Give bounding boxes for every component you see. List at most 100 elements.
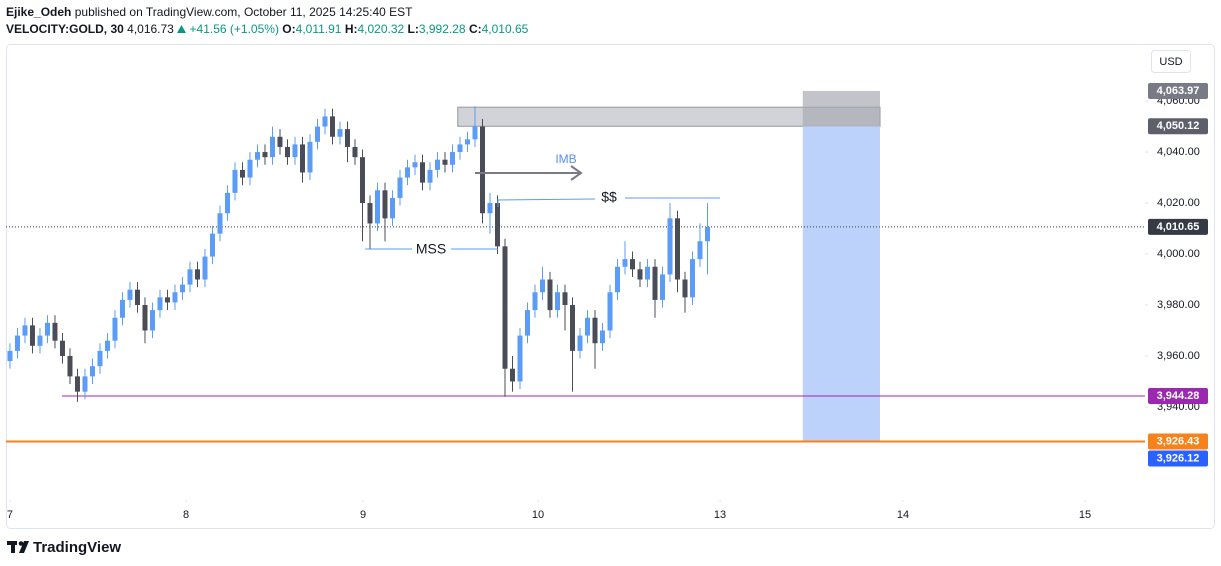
price-label: 3,926.43	[1157, 435, 1200, 447]
candle-body	[254, 152, 260, 160]
candle-body	[224, 192, 230, 214]
chart-frame	[6, 44, 1215, 529]
brand: TradingView	[7, 539, 121, 556]
candle-body	[479, 126, 485, 214]
candle-body	[194, 269, 200, 280]
candle-body	[14, 335, 20, 351]
author: Ejike_Odeh	[6, 5, 72, 19]
close-value: 4,010.65	[481, 22, 529, 36]
candle-body	[164, 297, 170, 303]
candle-body	[487, 203, 493, 214]
candle-body	[314, 126, 320, 142]
candle-body	[299, 144, 305, 173]
candle-body	[705, 226, 711, 242]
candle-body	[179, 284, 185, 293]
candle-body	[389, 197, 395, 219]
candle-body	[337, 129, 343, 137]
candle-body	[329, 116, 335, 137]
imb-arrow-head	[570, 165, 583, 181]
candle-body	[239, 169, 245, 178]
candle-body	[607, 292, 613, 331]
candle-body	[652, 266, 658, 300]
liquidity-line	[497, 198, 596, 207]
high-label: H:	[344, 22, 358, 36]
liquidity-label: $$	[601, 189, 617, 205]
candle-body	[682, 279, 688, 298]
candle-body	[217, 213, 223, 234]
up-arrow	[177, 25, 187, 33]
price-label: 4,063.97	[1157, 85, 1200, 97]
x-tick-label: 13	[714, 509, 726, 521]
candle-body	[517, 335, 523, 382]
candle-body	[660, 274, 666, 300]
candle-body	[262, 152, 268, 158]
candle-body	[359, 157, 365, 204]
candle-body	[434, 159, 440, 170]
candle-body	[82, 376, 88, 392]
candle-body	[209, 233, 215, 257]
price-label-box	[1148, 433, 1208, 450]
candle-body	[577, 335, 583, 351]
candle-body	[149, 310, 155, 331]
currency-box	[1151, 50, 1191, 73]
candle-body	[247, 159, 253, 178]
candle-body	[37, 335, 43, 346]
price-label: 4,050.12	[1157, 120, 1200, 132]
price-label: 4,010.65	[1157, 221, 1200, 233]
candle-body	[119, 299, 125, 318]
candle-body	[637, 269, 643, 280]
candle-body	[322, 116, 328, 127]
candle-body	[675, 218, 681, 280]
axes: 3,940.003,960.003,980.004,000.004,020.00…	[7, 95, 1200, 521]
candle-body	[427, 169, 433, 183]
candle-body	[397, 177, 403, 198]
candle-body	[157, 297, 163, 311]
candle-body	[630, 259, 636, 270]
x-tick-label: 8	[183, 509, 189, 521]
candle-body	[59, 340, 65, 356]
y-tick-label: 4,040.00	[1157, 146, 1200, 158]
candle-body	[412, 162, 418, 168]
candle-body	[112, 317, 118, 341]
candle-body	[554, 292, 560, 311]
candle-body	[667, 218, 673, 275]
candle-body	[67, 355, 73, 377]
candle-body	[562, 292, 568, 305]
drawings: IMB $$ MSS	[365, 152, 720, 257]
candle-body	[89, 366, 95, 377]
close-label: C:	[468, 22, 482, 36]
candle-body	[187, 269, 193, 285]
candle-body	[547, 279, 553, 311]
price-label: 3,944.28	[1157, 390, 1200, 402]
candle-body	[7, 350, 13, 362]
candle-body	[449, 152, 455, 165]
candle-body	[344, 129, 350, 147]
header: Ejike_Odeh published on TradingView.com,…	[6, 4, 528, 38]
x-tick-label: 15	[1079, 509, 1091, 521]
x-tick-label: 10	[532, 509, 544, 521]
low-label: L:	[407, 22, 419, 36]
candle-body	[442, 159, 448, 165]
candle-body	[127, 289, 133, 300]
candle-body	[622, 259, 628, 267]
last-price: 4,016.73	[127, 22, 174, 36]
candle-body	[382, 190, 388, 219]
y-tick-label: 3,960.00	[1157, 350, 1200, 362]
candle-body	[284, 146, 290, 158]
candle-body	[532, 292, 538, 311]
price-label-box	[1148, 450, 1208, 467]
candle-body	[419, 162, 425, 183]
zones	[457, 90, 881, 442]
candles	[7, 106, 711, 402]
candle-body	[524, 310, 530, 336]
change: +41.56 (+1.05%)	[189, 22, 279, 36]
y-tick-label: 3,980.00	[1157, 299, 1200, 311]
candle-body	[697, 241, 703, 260]
candle-body	[457, 144, 463, 153]
imbalance-zone	[457, 106, 881, 127]
candle-body	[52, 322, 58, 341]
high-value: 4,020.32	[357, 22, 405, 36]
currency: USD	[1159, 56, 1182, 68]
x-tick-label: 9	[360, 509, 366, 521]
